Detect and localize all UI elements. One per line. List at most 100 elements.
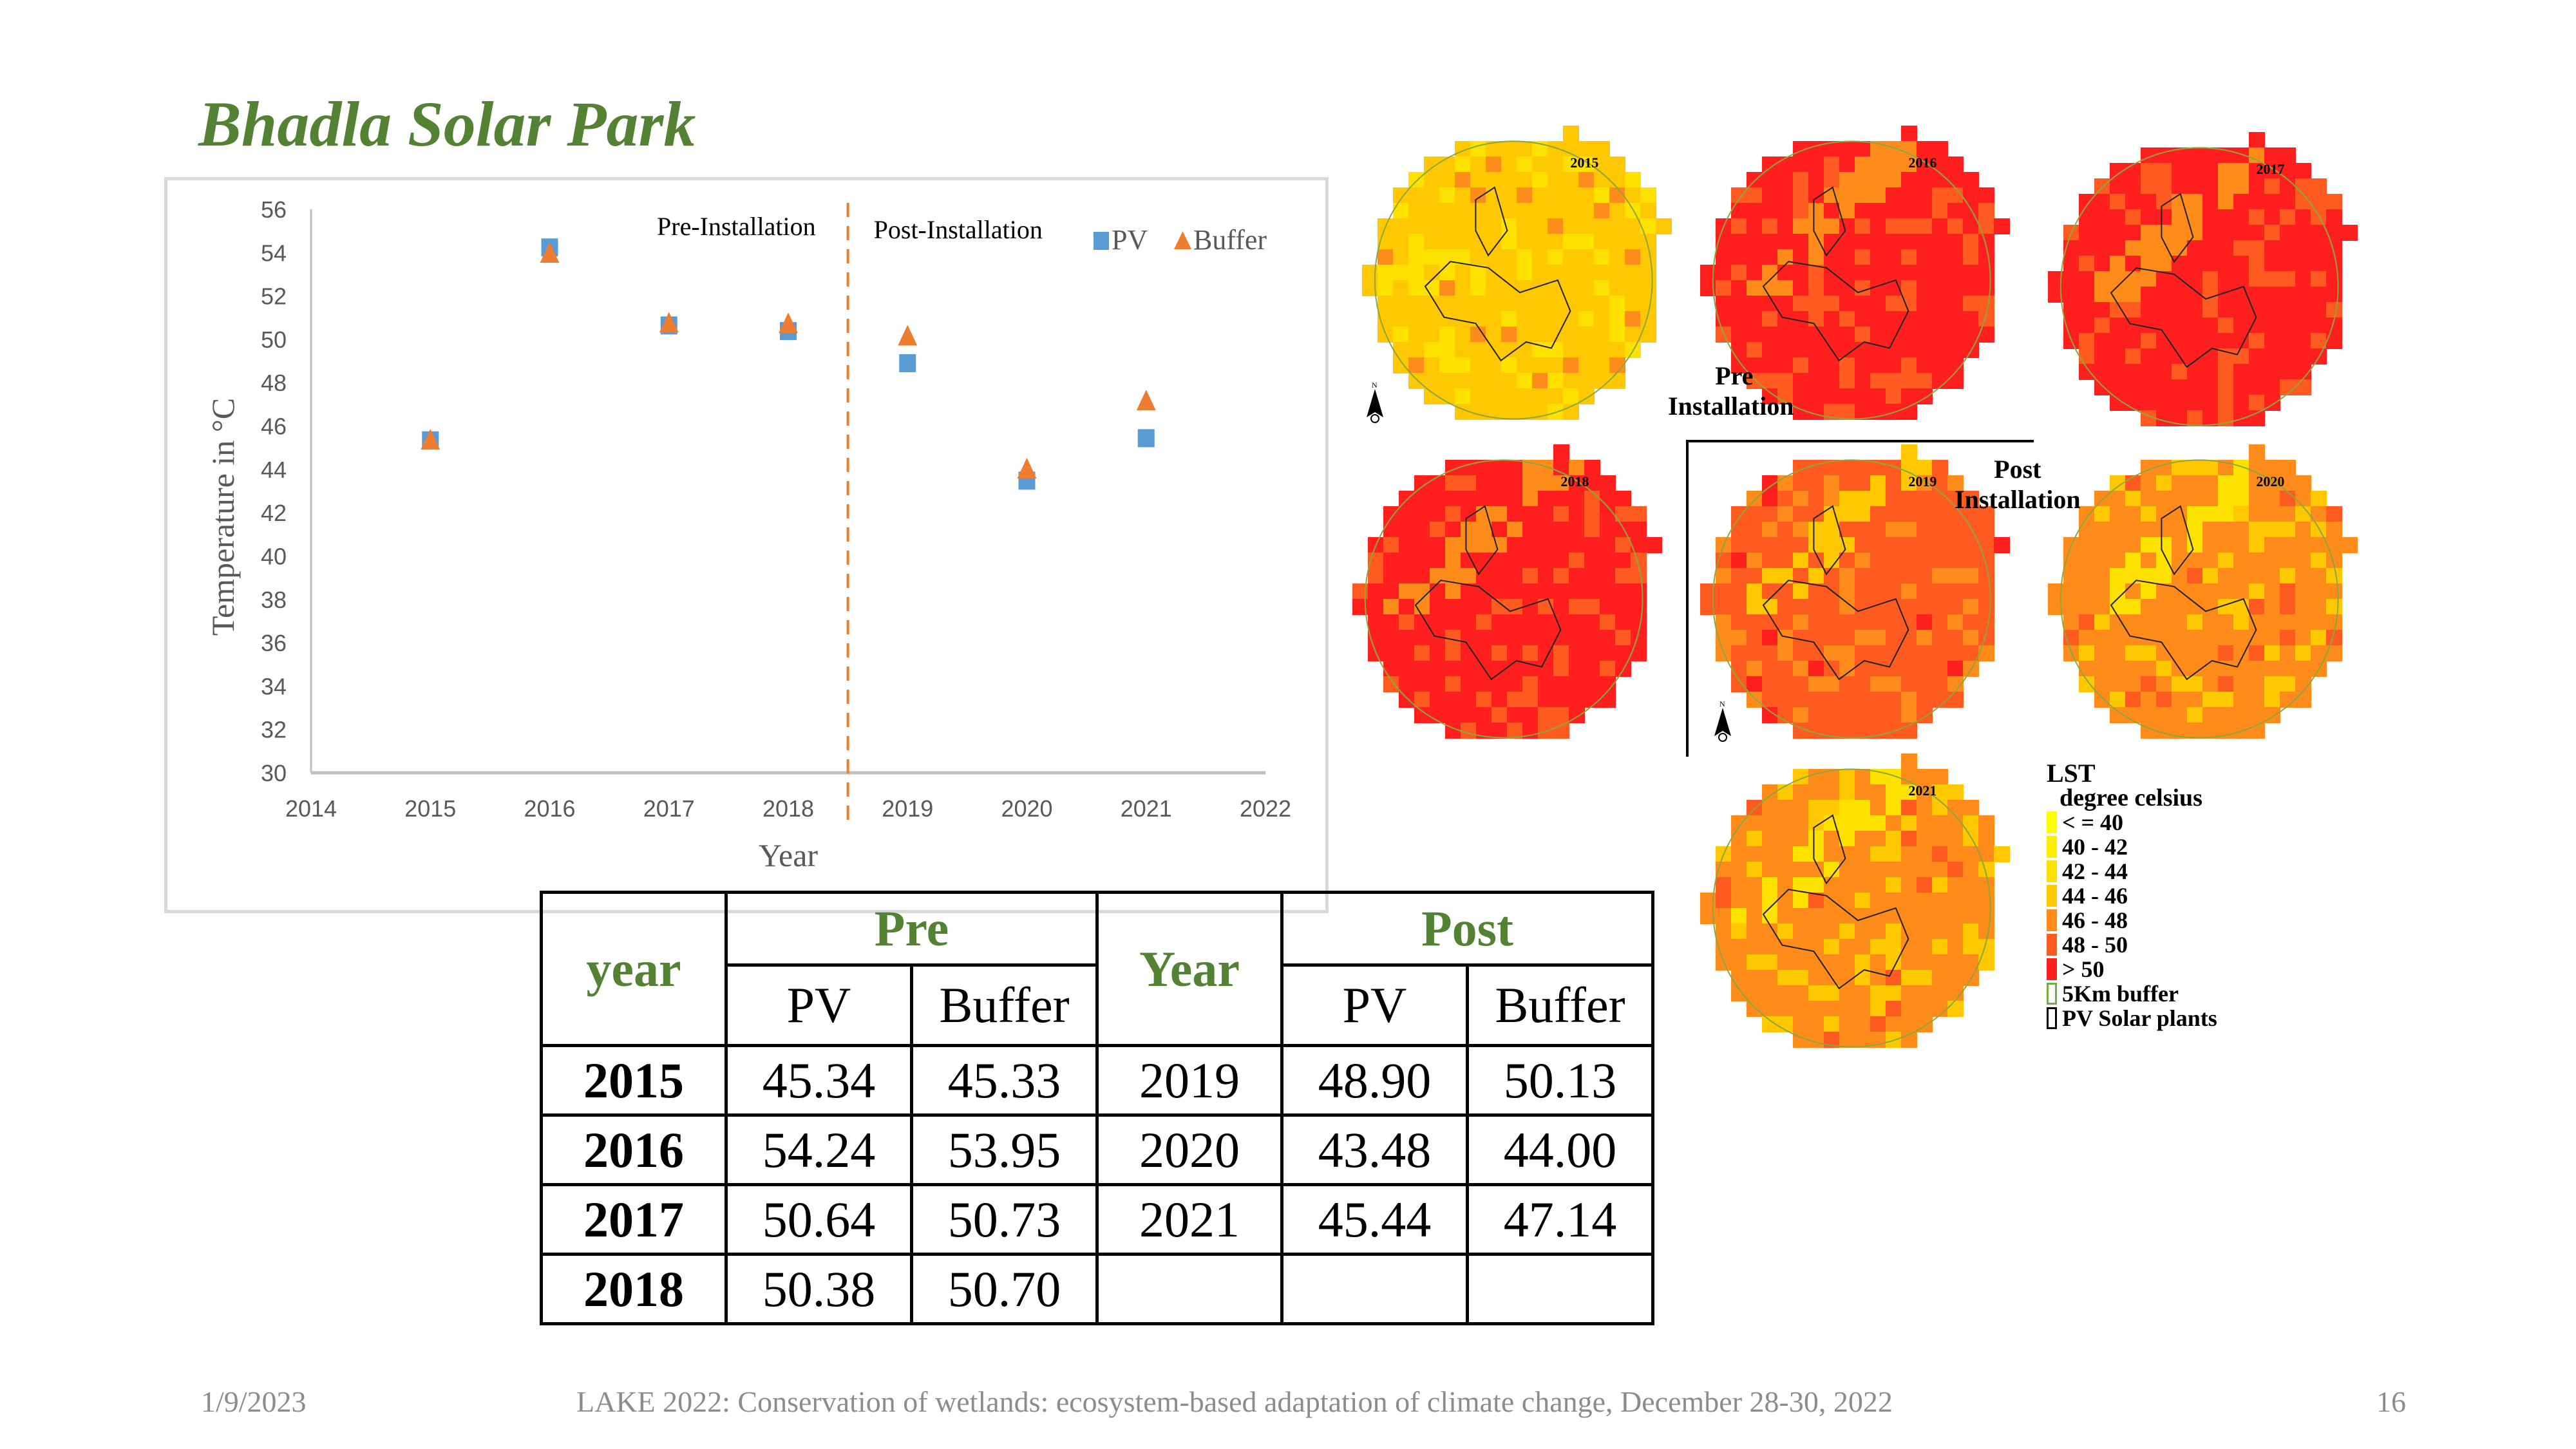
pv-plant-outline xyxy=(1762,814,1909,990)
buffer-outline xyxy=(1712,459,1991,739)
buffer-data-point xyxy=(1136,390,1156,411)
table-row: 2015 45.34 45.33 2019 48.90 50.13 xyxy=(540,1044,1654,1117)
legend-swatch xyxy=(2047,885,2057,907)
lst-data-table: year Pre Year Post PV Buffer PV Buffer 2… xyxy=(540,891,1654,1325)
y-tick-label: 36 xyxy=(261,630,287,656)
legend-item: 42 - 44 xyxy=(2047,859,2217,884)
legend-item: 44 - 46 xyxy=(2047,884,2217,908)
pre-buffer-cell: 50.70 xyxy=(910,1253,1099,1325)
pre-year-cell: 2016 xyxy=(540,1113,728,1186)
post-separator-vertical xyxy=(1686,440,1689,757)
pv-data-point xyxy=(1137,429,1155,448)
buffer-outline xyxy=(1712,768,1991,1048)
legend-item-buffer: 5Km buffer xyxy=(2047,981,2217,1006)
legend-label: 48 - 50 xyxy=(2062,932,2128,958)
lst-map-2018: 2018 xyxy=(1352,444,1668,757)
table-row: 2016 54.24 53.95 2020 43.48 44.00 xyxy=(540,1113,1654,1186)
pre-buffer-cell: 50.73 xyxy=(910,1183,1099,1256)
legend-label: 42 - 44 xyxy=(2062,858,2128,884)
x-tick-label: 2017 xyxy=(643,795,695,822)
post-buffer-cell: 47.14 xyxy=(1466,1183,1654,1256)
y-tick-label: 46 xyxy=(261,413,287,440)
pre-buffer-header: Buffer xyxy=(910,963,1099,1047)
buffer-data-point xyxy=(421,429,440,450)
pv-data-point xyxy=(899,354,916,372)
legend-buffer-marker xyxy=(1174,231,1191,249)
legend-swatch xyxy=(2047,860,2057,882)
y-tick-label: 38 xyxy=(261,587,287,613)
post-pv-header: PV xyxy=(1280,963,1469,1047)
pv-plant-outline xyxy=(1414,505,1562,681)
post-buffer-header: Buffer xyxy=(1466,963,1654,1047)
map-year-label: 2018 xyxy=(1560,473,1589,489)
buffer-outline xyxy=(2060,147,2339,426)
chart-legend: PV Buffer xyxy=(1094,224,1267,256)
pv-plant-outline xyxy=(2110,193,2257,368)
map-year-label: 2016 xyxy=(1908,155,1937,171)
post-year-cell: 2021 xyxy=(1095,1183,1283,1256)
pv-plant-outline xyxy=(1762,186,1909,362)
pre-label-line2: Installation xyxy=(1668,392,1794,421)
x-tick-label: 2015 xyxy=(404,795,456,822)
y-tick-label: 40 xyxy=(261,543,287,569)
lst-map-2017: 2017 xyxy=(2048,132,2363,444)
buffer-data-point xyxy=(540,242,560,263)
pre-pv-header: PV xyxy=(724,963,913,1047)
legend-label: 5Km buffer xyxy=(2062,981,2179,1007)
buffer-outline xyxy=(1374,140,1653,420)
buffer-outline xyxy=(1364,459,1643,739)
y-tick-label: 30 xyxy=(261,760,287,786)
post-pv-cell: 45.44 xyxy=(1280,1183,1469,1256)
pre-group-header: Pre xyxy=(724,891,1099,967)
y-tick-label: 44 xyxy=(261,457,287,483)
legend-pv-marker xyxy=(1094,232,1109,250)
buffer-outline xyxy=(1712,140,1991,420)
map-year-label: 2020 xyxy=(2256,473,2285,489)
legend-swatch xyxy=(2047,811,2057,833)
post-pv-cell: 43.48 xyxy=(1280,1113,1469,1186)
post-year-cell: 2020 xyxy=(1095,1113,1283,1186)
svg-text:N: N xyxy=(1719,699,1725,708)
legend-item: > 50 xyxy=(2047,957,2217,981)
post-buffer-cell: 44.00 xyxy=(1466,1113,1654,1186)
y-axis-title: Temperature in °C xyxy=(205,398,241,636)
pre-label-line1: Pre xyxy=(1715,361,1754,390)
post-installation-map-label: Post Installation xyxy=(1955,454,2081,515)
pv-outline-swatch xyxy=(2047,1007,2057,1029)
pre-pv-cell: 50.64 xyxy=(724,1183,913,1256)
pv-plant-outline xyxy=(1762,505,1909,681)
buffer-outline xyxy=(2060,459,2339,739)
pre-year-header: year xyxy=(540,891,728,1047)
legend-label: > 50 xyxy=(2062,956,2105,982)
lst-map-2020: 2020 xyxy=(2048,444,2363,757)
pv-plant-outline xyxy=(2110,505,2257,681)
pv-plant-outline xyxy=(1424,186,1571,362)
footer-date: 1/9/2023 xyxy=(201,1385,307,1418)
pre-installation-annotation: Pre-Installation xyxy=(657,212,816,241)
legend-pv-label: PV xyxy=(1112,224,1148,256)
post-label-line1: Post xyxy=(1994,455,2041,484)
legend-item: 40 - 42 xyxy=(2047,835,2217,859)
lst-scatter-chart: 30 32 34 36 38 40 42 44 46 48 50 52 54 56 2014 2015 201… xyxy=(205,196,1291,873)
y-tick-label: 32 xyxy=(261,717,287,743)
table-row: 2018 50.38 50.70 xyxy=(540,1253,1654,1325)
buffer-data-point xyxy=(898,325,918,346)
lst-map-2021: 2021 xyxy=(1700,753,2016,1066)
legend-swatch xyxy=(2047,934,2057,956)
x-tick-label: 2018 xyxy=(762,795,814,822)
legend-subtitle: degree celsius xyxy=(2060,784,2202,811)
y-tick-label: 50 xyxy=(261,327,287,353)
lst-map-2019: 2019 xyxy=(1700,444,2016,757)
north-arrow-icon: N xyxy=(1712,699,1734,751)
map-year-label: 2019 xyxy=(1908,473,1937,489)
lst-map-2016: 2016 xyxy=(1700,126,2016,438)
map-year-label: 2017 xyxy=(2256,161,2285,177)
x-axis-title: Year xyxy=(759,837,818,873)
y-tick-label: 56 xyxy=(261,196,287,223)
chart-frame xyxy=(164,177,1329,913)
legend-swatch xyxy=(2047,958,2057,980)
legend-label: < = 40 xyxy=(2062,810,2124,835)
y-tick-label: 34 xyxy=(261,673,287,699)
footer-event: LAKE 2022: Conservation of wetlands: eco… xyxy=(576,1385,1893,1418)
buffer-data-point xyxy=(1017,457,1037,478)
